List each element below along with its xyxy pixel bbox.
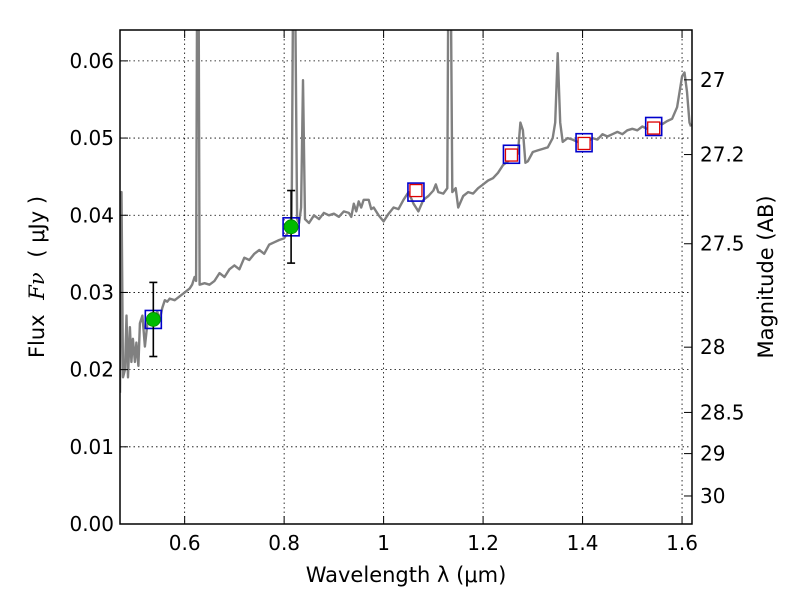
y2-tick-label: 27.2 [700, 143, 745, 167]
grid-lines [120, 30, 692, 525]
y-tick-label: 0.01 [69, 435, 114, 459]
x-tick-label: 1.4 [567, 531, 599, 555]
y-tick-label: 0.06 [69, 49, 114, 73]
y2-tick-label: 27.5 [700, 232, 745, 256]
model-photometry-point [644, 116, 663, 137]
synthetic-photometry-point [504, 148, 519, 162]
axis-ticks: 0.6 0.8 1 1.2 1.4 1.6 0.00 0.01 0.02 0.03 0.04 0.05… [69, 30, 745, 555]
y-tick-label: 0.05 [69, 126, 114, 150]
y-tick-label: 0.04 [69, 203, 114, 227]
y-tick-label: 0.00 [69, 512, 114, 536]
y-axis-label-symbol: Fν [25, 272, 49, 301]
x-tick-label: 0.8 [268, 531, 300, 555]
y-axis-label-unit: ( μJy ) [25, 196, 49, 258]
observed-photometry-point [145, 312, 161, 327]
synthetic-photometry-point [409, 183, 423, 198]
y2-axis-label: Magnitude (AB) [754, 195, 778, 358]
model-photometry-point [502, 144, 521, 165]
model-photometry-point [407, 182, 425, 202]
synthetic-photometry-point [647, 121, 661, 135]
x-axis-label: Wavelength λ (μm) [306, 563, 507, 587]
x-tick-label: 1 [377, 531, 390, 555]
spectrum-line [120, 30, 692, 393]
y2-tick-label: 28 [700, 335, 725, 359]
x-tick-label: 1.2 [467, 531, 499, 555]
plot-frame [119, 29, 693, 525]
x-tick-label: 0.6 [169, 531, 201, 555]
synthetic-photometry-point [577, 136, 591, 151]
y2-tick-label: 28.5 [700, 400, 745, 424]
model-photometry-point [575, 132, 593, 153]
spectrum-layer [120, 30, 692, 393]
y-tick-label: 0.02 [69, 358, 114, 382]
y2-tick-label: 29 [700, 442, 725, 466]
y2-tick-label: 30 [700, 484, 725, 508]
y-axis-label-prefix: Flux [25, 314, 49, 358]
y2-tick-label: 27 [700, 68, 725, 92]
photometry-layer [144, 116, 663, 358]
y-axis-label: Flux Fν ( μJy ) [25, 196, 49, 358]
x-tick-label: 1.6 [666, 531, 698, 555]
observed-photometry-point [283, 219, 299, 235]
y-tick-label: 0.03 [69, 280, 114, 304]
